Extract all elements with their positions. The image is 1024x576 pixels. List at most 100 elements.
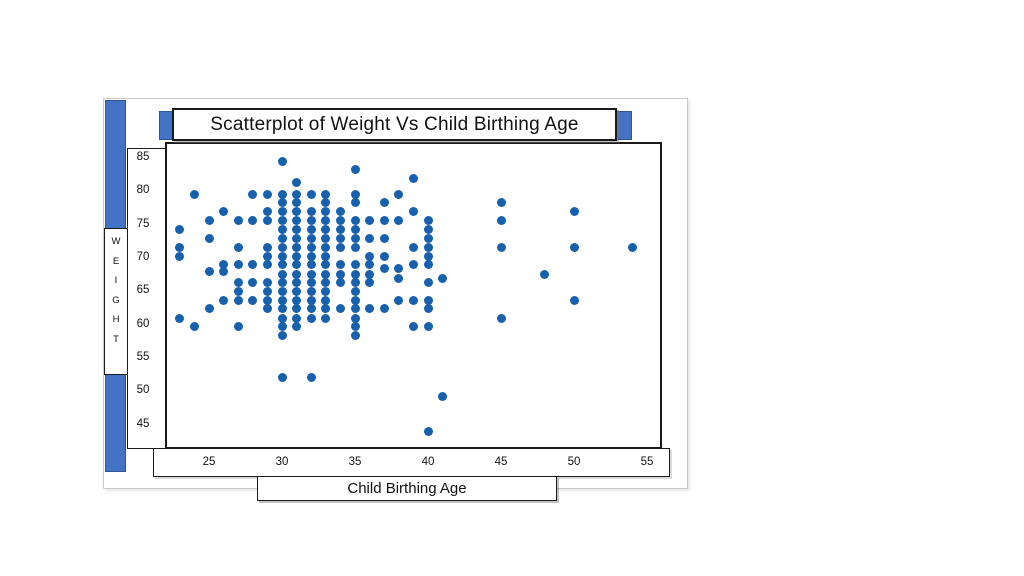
data-point[interactable] (292, 198, 302, 208)
data-point[interactable] (496, 215, 506, 225)
data-point[interactable] (277, 242, 287, 252)
data-point[interactable] (277, 269, 287, 279)
data-point[interactable] (321, 295, 331, 305)
x-axis-title-box[interactable]: Child Birthing Age (257, 476, 557, 501)
data-point[interactable] (569, 295, 579, 305)
data-point[interactable] (233, 260, 243, 270)
data-point[interactable] (277, 330, 287, 340)
data-point[interactable] (350, 233, 360, 243)
data-point[interactable] (423, 426, 433, 436)
data-point[interactable] (277, 313, 287, 323)
data-point[interactable] (189, 190, 199, 200)
data-point[interactable] (262, 215, 272, 225)
data-point[interactable] (350, 242, 360, 252)
data-point[interactable] (365, 269, 375, 279)
data-point[interactable] (321, 190, 331, 200)
data-point[interactable] (277, 190, 287, 200)
data-point[interactable] (277, 156, 287, 166)
data-point[interactable] (423, 215, 433, 225)
data-point[interactable] (408, 173, 418, 183)
data-point[interactable] (365, 260, 375, 270)
data-point[interactable] (219, 295, 229, 305)
data-point[interactable] (394, 215, 404, 225)
data-point[interactable] (277, 278, 287, 288)
data-point[interactable] (321, 304, 331, 314)
data-point[interactable] (365, 304, 375, 314)
data-point[interactable] (423, 260, 433, 270)
data-point[interactable] (277, 260, 287, 270)
data-point[interactable] (277, 372, 287, 382)
data-point[interactable] (423, 251, 433, 261)
data-point[interactable] (350, 330, 360, 340)
data-point[interactable] (175, 242, 185, 252)
data-point[interactable] (306, 251, 316, 261)
data-point[interactable] (335, 260, 345, 270)
data-point[interactable] (306, 224, 316, 234)
data-point[interactable] (277, 322, 287, 332)
data-point[interactable] (204, 304, 214, 314)
data-point[interactable] (306, 190, 316, 200)
data-point[interactable] (306, 242, 316, 252)
data-point[interactable] (233, 278, 243, 288)
data-point[interactable] (262, 295, 272, 305)
data-point[interactable] (365, 233, 375, 243)
data-point[interactable] (321, 251, 331, 261)
title-bar-right-handle[interactable] (616, 111, 632, 140)
data-point[interactable] (262, 206, 272, 216)
data-point[interactable] (277, 304, 287, 314)
data-point[interactable] (233, 295, 243, 305)
data-point[interactable] (394, 190, 404, 200)
data-point[interactable] (496, 242, 506, 252)
data-point[interactable] (292, 269, 302, 279)
data-point[interactable] (408, 242, 418, 252)
data-point[interactable] (408, 260, 418, 270)
data-point[interactable] (277, 286, 287, 296)
data-point[interactable] (423, 233, 433, 243)
data-point[interactable] (335, 233, 345, 243)
data-point[interactable] (292, 322, 302, 332)
data-point[interactable] (350, 278, 360, 288)
data-point[interactable] (365, 251, 375, 261)
data-point[interactable] (306, 295, 316, 305)
data-point[interactable] (350, 190, 360, 200)
data-point[interactable] (277, 215, 287, 225)
data-point[interactable] (219, 266, 229, 276)
data-point[interactable] (408, 322, 418, 332)
data-point[interactable] (350, 269, 360, 279)
data-point[interactable] (219, 206, 229, 216)
data-point[interactable] (292, 178, 302, 188)
data-point[interactable] (292, 304, 302, 314)
data-point[interactable] (335, 304, 345, 314)
data-point[interactable] (569, 206, 579, 216)
data-point[interactable] (233, 242, 243, 252)
data-point[interactable] (394, 273, 404, 283)
data-point[interactable] (292, 190, 302, 200)
data-point[interactable] (350, 198, 360, 208)
data-point[interactable] (379, 264, 389, 274)
data-point[interactable] (394, 264, 404, 274)
data-point[interactable] (379, 198, 389, 208)
data-point[interactable] (379, 251, 389, 261)
data-point[interactable] (306, 304, 316, 314)
data-point[interactable] (540, 269, 550, 279)
data-point[interactable] (175, 224, 185, 234)
data-point[interactable] (423, 295, 433, 305)
data-point[interactable] (423, 224, 433, 234)
data-point[interactable] (292, 251, 302, 261)
data-point[interactable] (394, 295, 404, 305)
data-point[interactable] (306, 215, 316, 225)
data-point[interactable] (233, 215, 243, 225)
data-point[interactable] (350, 322, 360, 332)
data-point[interactable] (248, 260, 258, 270)
data-point[interactable] (292, 313, 302, 323)
data-point[interactable] (321, 260, 331, 270)
data-point[interactable] (248, 278, 258, 288)
data-point[interactable] (306, 313, 316, 323)
data-point[interactable] (262, 278, 272, 288)
data-point[interactable] (350, 215, 360, 225)
data-point[interactable] (262, 260, 272, 270)
data-point[interactable] (438, 273, 448, 283)
chart-title-box[interactable]: Scatterplot of Weight Vs Child Birthing … (172, 108, 617, 141)
data-point[interactable] (365, 278, 375, 288)
